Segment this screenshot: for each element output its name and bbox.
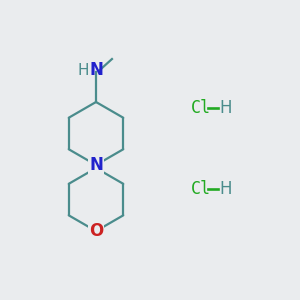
Text: Cl: Cl [190, 180, 211, 198]
Text: N: N [89, 61, 103, 79]
Text: N: N [89, 156, 103, 174]
Text: O: O [89, 222, 103, 240]
Text: H: H [78, 63, 89, 78]
Text: H: H [219, 99, 232, 117]
Text: Cl: Cl [190, 99, 211, 117]
Text: H: H [219, 180, 232, 198]
